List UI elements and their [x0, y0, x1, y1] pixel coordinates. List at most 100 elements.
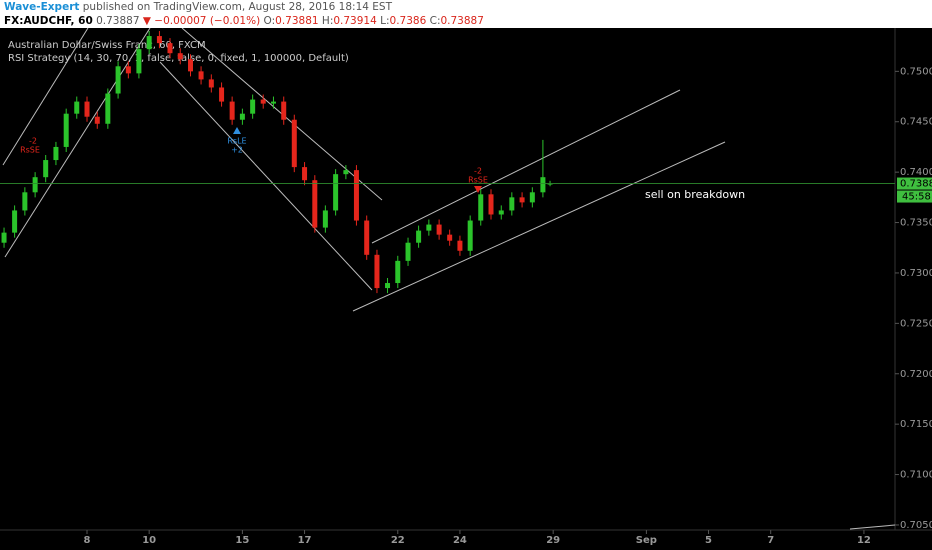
candle-body [115, 66, 121, 94]
price-tag-label: 0.73887 [900, 179, 932, 190]
signal-arrow [474, 186, 482, 193]
candle-body [457, 240, 463, 251]
candle-body [498, 210, 504, 215]
candle-body [281, 101, 287, 120]
candle-body [270, 101, 276, 104]
candle-body [302, 167, 308, 181]
candle-body [488, 194, 494, 215]
candle-body [146, 36, 152, 50]
candle-body [94, 116, 100, 124]
price-tag [897, 177, 932, 190]
c-value: 0.73887 [440, 15, 484, 27]
trend-line [352, 141, 726, 312]
candle-body [12, 210, 18, 233]
candle-body [177, 53, 183, 60]
candle-body [198, 71, 204, 80]
last: 0.73887 [96, 15, 140, 27]
candle-body [509, 197, 515, 211]
candle-body [43, 160, 49, 178]
x-tick-label: 24 [453, 535, 467, 546]
candle-body [447, 234, 453, 241]
candle-body [385, 283, 391, 289]
trend-line [159, 61, 373, 291]
header: Wave-Expert published on TradingView.com… [0, 0, 932, 28]
o: O: [263, 15, 276, 27]
y-tick-label: 0.70500 [900, 520, 932, 531]
candle-body [405, 242, 411, 261]
candle-body [229, 101, 235, 120]
x-tick-label: 5 [705, 535, 712, 546]
signal-qty: -2 [29, 137, 37, 146]
quote-line: FX:AUDCHF, 60 0.73887 ▼ −0.00007 (−0.01%… [4, 15, 484, 27]
candle-body [1, 232, 7, 243]
candle-body [105, 93, 111, 124]
candle-body [74, 101, 80, 114]
chart-title: Australian Dollar/Swiss Franc, 60, FXCM [8, 40, 206, 51]
candle-body [436, 224, 442, 235]
candle-body [53, 146, 59, 161]
candle-body [32, 177, 38, 193]
candle-body [291, 119, 297, 168]
candle-body [136, 49, 142, 74]
x-tick-label: 8 [84, 535, 91, 546]
candle-body [353, 170, 359, 221]
h: H: [321, 15, 334, 27]
candle-body [22, 192, 28, 211]
trend-lines [2, 28, 896, 530]
candle-body [364, 220, 370, 255]
published: published on TradingView.com, August 28,… [82, 1, 392, 13]
candle-body [187, 59, 193, 72]
candle-body [84, 101, 90, 117]
x-tick-label: 29 [546, 535, 560, 546]
candle-body [426, 224, 432, 231]
x-tick-label: 10 [142, 535, 156, 546]
candle-body [239, 113, 245, 120]
trend-line [371, 89, 681, 244]
candle-body [156, 36, 162, 44]
signal-label: RsSE [468, 176, 488, 185]
plot: Australian Dollar/Swiss Franc, 60, FXCM … [0, 28, 932, 546]
candle-body [416, 230, 422, 243]
candle-body [125, 66, 131, 74]
annotation: sell on breakdown [645, 188, 745, 201]
candle-body [343, 170, 349, 175]
x-tick-label: 15 [235, 535, 249, 546]
candle-body [333, 174, 339, 211]
change: ▼ −0.00007 (−0.01%) [142, 15, 261, 27]
x-tick-label: 12 [857, 535, 871, 546]
signal-label: RsSE [20, 146, 40, 155]
x-tick-label: 22 [391, 535, 405, 546]
l-value: 0.7386 [389, 15, 427, 27]
candle-body [250, 99, 256, 114]
candle-body [219, 87, 225, 102]
candle-body [322, 210, 328, 228]
countdown-tag [897, 190, 932, 203]
trend-line [4, 28, 151, 258]
candle-body [529, 192, 535, 203]
x-tick-label: 7 [767, 535, 774, 546]
trend-line [849, 524, 896, 530]
author[interactable]: Wave-Expert [4, 1, 80, 13]
l: L: [380, 15, 390, 27]
candle-body [478, 194, 484, 221]
x-tick-label: Sep [636, 535, 657, 546]
c: C: [429, 15, 441, 27]
signal-qty: -2 [474, 167, 482, 176]
candle-body [208, 79, 214, 88]
signal-label: RsLE [227, 137, 246, 146]
trend-line [2, 28, 89, 166]
o-value: 0.73881 [275, 15, 319, 27]
countdown: 45:58 [902, 192, 931, 203]
signal-arrow [233, 127, 241, 134]
signal-qty: +2 [231, 146, 243, 155]
candle-body [167, 43, 173, 54]
